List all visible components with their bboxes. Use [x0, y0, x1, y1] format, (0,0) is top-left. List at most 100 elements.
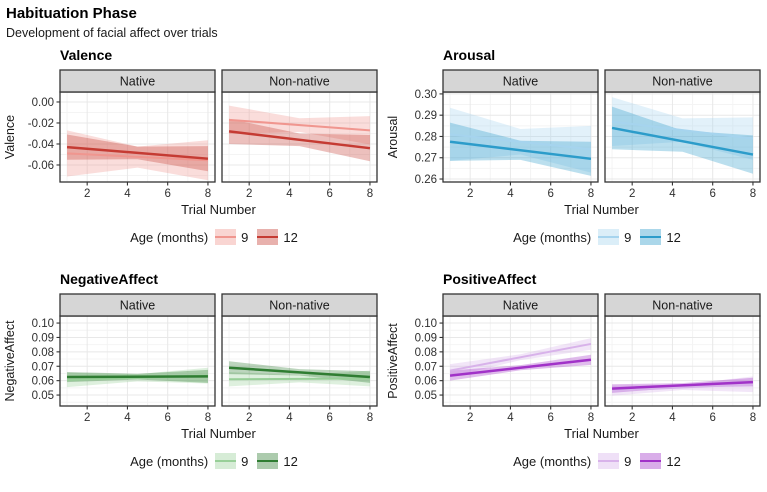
facet-strip: [604, 293, 761, 317]
y-tick-label: 0.00: [32, 97, 54, 109]
chart-positive-affect: PositiveAffect Native 2 4 6 8 0.10 0.09 0.08 0.0…: [383, 268, 767, 492]
facet-strip: [442, 293, 599, 317]
y-tick-label: 0.08: [32, 347, 54, 359]
facet-strip: [59, 69, 216, 93]
legend-key-12: 12: [257, 453, 298, 469]
legend: Age (months) 9 12: [443, 453, 760, 469]
x-tick-label: 4: [286, 412, 293, 424]
legend-key-9: 9: [598, 453, 631, 469]
chart-arousal: Arousal Native 2 4 6 8 0.30 0.29 0.28 0.27 0.26 No…: [383, 44, 767, 268]
x-tick-label: 4: [124, 188, 131, 200]
x-tick-label: 2: [629, 188, 635, 200]
x-tick-label: 8: [205, 412, 211, 424]
facet-strip-label: Non-native: [269, 299, 329, 313]
panel-background: [60, 316, 215, 406]
y-tick-label: 0.07: [32, 361, 54, 373]
x-tick-label: 8: [750, 188, 756, 200]
facet-strip-label: Non-native: [652, 75, 712, 89]
x-tick-label: 8: [205, 188, 211, 200]
x-tick-label: 8: [588, 412, 594, 424]
legend-swatch-12: [640, 453, 662, 469]
legend-title: Age (months): [130, 229, 209, 245]
trend-line-age-9: [449, 342, 592, 372]
legend-label: 9: [241, 453, 249, 469]
legend-key-12: 12: [640, 453, 681, 469]
x-tick-label: 8: [588, 188, 594, 200]
trend-line-age-12: [228, 130, 371, 150]
x-tick-label: 2: [84, 412, 90, 424]
ribbon-age-9: [450, 107, 591, 173]
x-tick-label: 6: [709, 412, 715, 424]
panel-background: [222, 92, 377, 182]
facet-strip-label: Native: [120, 75, 155, 89]
trend-line-age-9: [449, 133, 592, 151]
y-tick-label: 0.27: [415, 153, 437, 165]
panel-background: [60, 92, 215, 182]
facet-strip: [221, 293, 378, 317]
figure-title: Habituation Phase: [6, 5, 137, 22]
legend-swatch-12: [257, 453, 279, 469]
x-tick-label: 6: [164, 412, 170, 424]
faceted-line-plot: Native 2 4 6 8 0.10 0.09 0.08 0.07 0.06 0.05 Non-na…: [3, 293, 378, 441]
trend-line-age-12: [449, 358, 592, 377]
y-axis-title: Arousal: [386, 116, 400, 158]
legend-label: 12: [283, 453, 298, 469]
trend-line-age-12: [228, 366, 371, 379]
y-tick-label: -0.06: [28, 160, 54, 172]
x-axis-title: Trial Number: [564, 202, 639, 217]
legend-label: 9: [241, 229, 249, 245]
legend-line-icon: [598, 459, 620, 463]
legend-title: Age (months): [130, 453, 209, 469]
x-tick-label: 6: [326, 188, 332, 200]
legend-swatch-9: [598, 453, 620, 469]
chart-title: PositiveAffect: [443, 271, 537, 287]
x-axis-title: Trial Number: [181, 202, 256, 217]
legend-swatch-12: [257, 229, 279, 245]
y-tick-label: 0.08: [415, 347, 437, 359]
facet-strip-label: Native: [503, 299, 538, 313]
y-tick-label: 0.28: [415, 131, 437, 143]
legend-label: 12: [283, 229, 298, 245]
legend-line-icon: [598, 235, 620, 239]
chart-title: Arousal: [443, 47, 496, 63]
trend-line-age-9: [229, 377, 370, 381]
x-tick-label: 6: [547, 412, 553, 424]
y-tick-label: 0.09: [32, 332, 54, 344]
facet-strip-label: Non-native: [652, 299, 712, 313]
legend: Age (months) 9 12: [60, 453, 377, 469]
legend-swatch-9: [215, 453, 237, 469]
legend-label: 9: [624, 453, 632, 469]
faceted-line-plot: Native 2 4 6 8 0.30 0.29 0.28 0.27 0.26 Non-native…: [386, 69, 761, 217]
trend-line-age-12: [67, 375, 208, 379]
y-tick-label: 0.07: [415, 361, 437, 373]
y-tick-label: 0.10: [32, 318, 54, 330]
facet-strip: [604, 69, 761, 93]
trend-line-age-12: [611, 126, 754, 156]
x-axis-title: Trial Number: [564, 426, 639, 441]
y-tick-label: 0.06: [32, 376, 54, 388]
legend-line-icon: [257, 459, 279, 463]
trend-line-age-12: [611, 380, 754, 390]
x-tick-label: 2: [246, 188, 252, 200]
trend-line-age-9: [66, 152, 209, 162]
legend-key-12: 12: [257, 229, 298, 245]
ribbon-age-9: [67, 130, 208, 181]
y-axis-title: Valence: [3, 115, 17, 159]
trend-line-age-9: [611, 383, 754, 392]
trend-line-age-9: [611, 120, 754, 140]
x-tick-label: 6: [709, 188, 715, 200]
chart-title: NegativeAffect: [60, 271, 159, 287]
legend: Age (months) 9 12: [443, 229, 760, 245]
facet-strip-label: Non-native: [269, 75, 329, 89]
trend-line-age-9: [228, 118, 371, 132]
legend-key-12: 12: [640, 229, 681, 245]
facet-strip: [221, 69, 378, 93]
x-tick-label: 4: [286, 188, 293, 200]
x-axis-title: Trial Number: [181, 426, 256, 441]
x-tick-label: 4: [669, 188, 676, 200]
legend-key-9: 9: [215, 229, 248, 245]
x-tick-label: 2: [467, 412, 473, 424]
legend-label: 9: [624, 229, 632, 245]
figure-header: Habituation Phase Development of facial …: [0, 0, 767, 40]
trend-line-age-12: [66, 145, 209, 160]
